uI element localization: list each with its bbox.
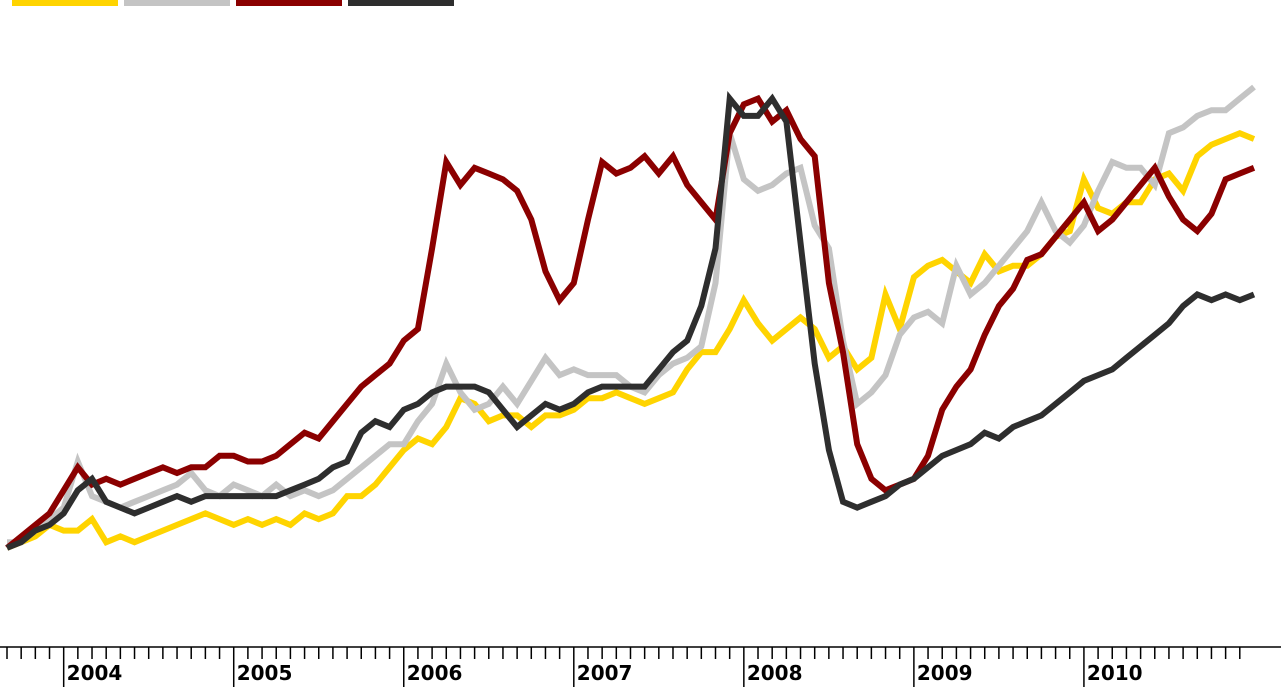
legend-swatch-3 bbox=[236, 0, 342, 6]
legend-swatch-2 bbox=[124, 0, 230, 6]
x-tick-label: 2010 bbox=[1087, 661, 1143, 685]
x-axis-ticks bbox=[6, 647, 1241, 687]
x-tick-label: 2004 bbox=[67, 661, 123, 685]
series-line-2 bbox=[7, 84, 1256, 546]
x-tick-label: 2006 bbox=[407, 661, 463, 685]
legend-swatch-4 bbox=[348, 0, 454, 6]
x-axis: 2004 2005 2006 2007 2008 2009 2010 bbox=[0, 646, 1281, 687]
legend-swatch-1 bbox=[12, 0, 118, 6]
x-axis-tick-labels: 2004 2005 2006 2007 2008 2009 2010 bbox=[67, 661, 1143, 685]
series-line-1 bbox=[5, 129, 1256, 551]
x-tick-label: 2005 bbox=[237, 661, 293, 685]
x-tick-label: 2008 bbox=[747, 661, 803, 685]
series-line-3 bbox=[5, 94, 1256, 551]
legend bbox=[12, 0, 454, 6]
plot-area bbox=[5, 84, 1256, 551]
series-line-4 bbox=[5, 91, 1256, 551]
x-tick-label: 2007 bbox=[577, 661, 633, 685]
x-tick-label: 2009 bbox=[917, 661, 973, 685]
